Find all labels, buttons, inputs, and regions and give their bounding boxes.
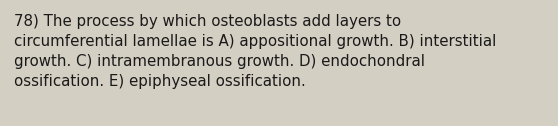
Text: 78) The process by which osteoblasts add layers to
circumferential lamellae is A: 78) The process by which osteoblasts add… bbox=[14, 14, 497, 89]
